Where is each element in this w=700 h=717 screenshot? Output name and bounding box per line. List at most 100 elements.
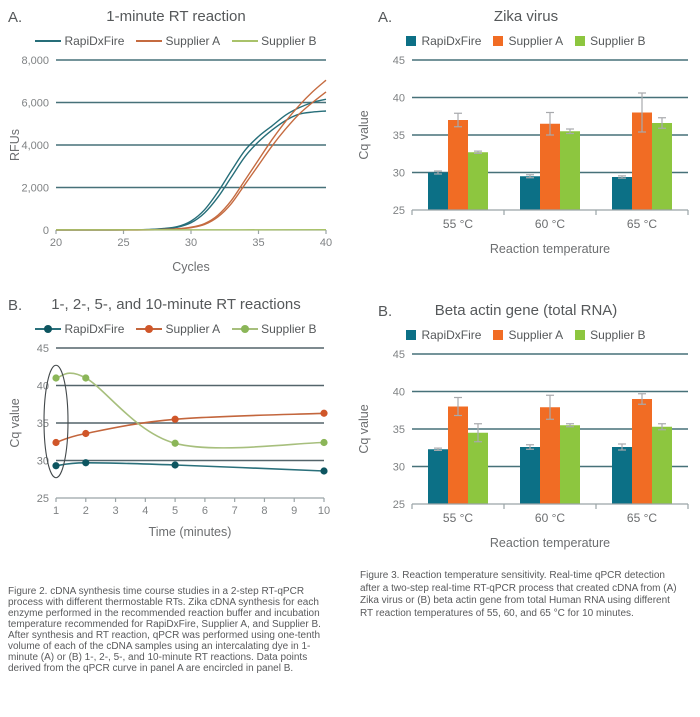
legend-label: Supplier B — [261, 322, 317, 336]
legend-label: Supplier B — [261, 34, 317, 48]
bar-supplier-b — [652, 123, 672, 210]
panel-rt1: A. 1-minute RT reaction RapiDxFire Suppli… — [6, 4, 346, 280]
bar-rapidxfire — [612, 177, 632, 210]
data-point-rapidxfire — [171, 461, 179, 469]
legend-square-swatch — [406, 36, 417, 46]
legend-square-swatch — [493, 36, 504, 46]
x-tick-label: 5 — [172, 505, 178, 517]
data-point-supplier-b — [82, 374, 90, 382]
category-label: 55 °C — [443, 511, 473, 525]
legend-label: RapiDxFire — [421, 34, 482, 48]
bar-supplier-a — [540, 123, 560, 210]
x-tick-label: 6 — [202, 505, 208, 517]
bar-supplier-b — [468, 432, 488, 504]
legend-item-supplier-b: Supplier B — [575, 34, 646, 48]
legend-marker-dot — [241, 325, 250, 333]
bar-supplier-b — [652, 426, 672, 504]
legend-zika: RapiDxFire Supplier A Supplier B — [354, 30, 698, 52]
legend-square-swatch — [406, 330, 417, 340]
timecourse-y-axis-label: Cq value — [8, 398, 22, 447]
legend-line-swatch — [35, 325, 62, 333]
rt1-y-axis-label: RFUs — [8, 129, 22, 161]
panel-letter-b2: B. — [378, 303, 393, 320]
panel-beta-title: Beta actin gene (total RNA) — [434, 302, 618, 319]
legend-line-swatch — [35, 40, 62, 42]
y-tick-label: 25 — [393, 205, 405, 217]
panel-rt1-header: A. 1-minute RT reaction — [6, 8, 346, 30]
x-tick-label: 4 — [142, 505, 148, 517]
legend-item-rapidxfire: RapiDxFire — [35, 34, 124, 48]
encircle-annotation — [43, 364, 69, 479]
amplification-line-chart: RFUs Cycles 0 2,000 4,000 6,000 8,000 20 25 30 3… — [8, 55, 332, 274]
panel-beta: B. Beta actin gene (total RNA) RapiDxFir… — [354, 262, 698, 556]
legend-item-supplier-a: Supplier A — [136, 322, 220, 336]
y-tick-label: 30 — [393, 462, 405, 474]
y-tick-label: 2,000 — [21, 183, 49, 195]
series-line-supplier-a — [55, 412, 325, 444]
y-tick-label: 25 — [37, 493, 49, 505]
data-point-supplier-a — [52, 438, 60, 447]
legend-marker-dot — [145, 325, 154, 333]
x-tick-label: 3 — [112, 505, 118, 517]
legend-line-swatch — [136, 40, 163, 42]
y-tick-label: 4,000 — [21, 140, 49, 152]
legend-label: Supplier A — [165, 322, 221, 336]
series-line-supplier-a-rep2 — [55, 91, 327, 231]
data-point-supplier-a — [82, 429, 90, 438]
x-tick-label: 7 — [232, 505, 238, 517]
category-label: 60 °C — [535, 511, 565, 525]
panel-letter-b: B. — [8, 297, 23, 314]
data-point-rapidxfire — [320, 467, 328, 475]
legend-label: Supplier A — [508, 328, 564, 342]
y-tick-label: 8,000 — [21, 55, 49, 67]
legend-label: Supplier B — [590, 34, 646, 48]
legend-label: RapiDxFire — [64, 34, 125, 48]
x-tick-label: 1 — [53, 505, 59, 517]
category-label: 65 °C — [627, 511, 657, 525]
data-point-supplier-a — [171, 415, 179, 423]
bar-supplier-a — [448, 120, 468, 210]
legend-line-swatch — [232, 40, 259, 42]
data-point-supplier-a — [320, 409, 328, 417]
bar-supplier-a — [448, 406, 468, 504]
bar-supplier-b — [468, 152, 488, 210]
y-tick-label: 45 — [37, 343, 49, 355]
legend-marker-dot — [44, 325, 53, 333]
panel-zika: A. Zika virus RapiDxFire Supplier A Suppli… — [354, 4, 698, 262]
data-point-rapidxfire — [52, 462, 60, 470]
panel-zika-title: Zika virus — [493, 8, 559, 25]
legend-item-supplier-b: Supplier B — [232, 322, 317, 336]
figure3-caption: Figure 3. Reaction temperature sensitivi… — [360, 570, 677, 619]
y-tick-label: 45 — [393, 349, 405, 361]
x-tick-label: 9 — [291, 505, 297, 517]
timecourse-x-axis-label: Time (minutes) — [149, 525, 232, 539]
y-tick-label: 6,000 — [21, 98, 49, 110]
legend-square-swatch — [575, 36, 586, 46]
x-tick-label: 25 — [117, 237, 129, 249]
y-tick-label: 35 — [37, 418, 49, 430]
y-tick-label: 35 — [393, 130, 405, 142]
y-tick-label: 35 — [393, 424, 405, 436]
legend-item-supplier-a: Supplier A — [136, 34, 220, 48]
legend-rt1: RapiDxFire Supplier A Supplier B — [6, 30, 346, 52]
legend-item-rapidxfire: RapiDxFire — [406, 34, 481, 48]
legend-label: Supplier A — [165, 34, 221, 48]
legend-line-swatch — [232, 325, 259, 333]
panel-rt1-title: 1-minute RT reaction — [106, 8, 246, 25]
y-tick-label: 30 — [393, 168, 405, 180]
category-label: 55 °C — [443, 217, 473, 231]
series-line-rapidxfire-rep1 — [55, 98, 327, 231]
x-tick-label: 10 — [318, 505, 330, 517]
legend-item-supplier-b: Supplier B — [232, 34, 317, 48]
beta-actin-bar-chart: Cq value Reaction temperature 25 30 35 40 45… — [357, 349, 689, 550]
bar-rapidxfire — [520, 447, 540, 504]
legend-item-supplier-a: Supplier A — [493, 328, 563, 342]
panel-letter-a: A. — [8, 9, 23, 26]
zika-plot-area: 25 30 35 40 45 55 °C 60 °C 65 °C — [393, 55, 689, 231]
data-point-supplier-b — [52, 374, 60, 382]
panel-timecourse-header: B. 1-, 2-, 5-, and 10-minute RT reaction… — [6, 296, 346, 318]
legend-label: RapiDxFire — [64, 322, 125, 336]
bar-supplier-a — [632, 399, 652, 504]
